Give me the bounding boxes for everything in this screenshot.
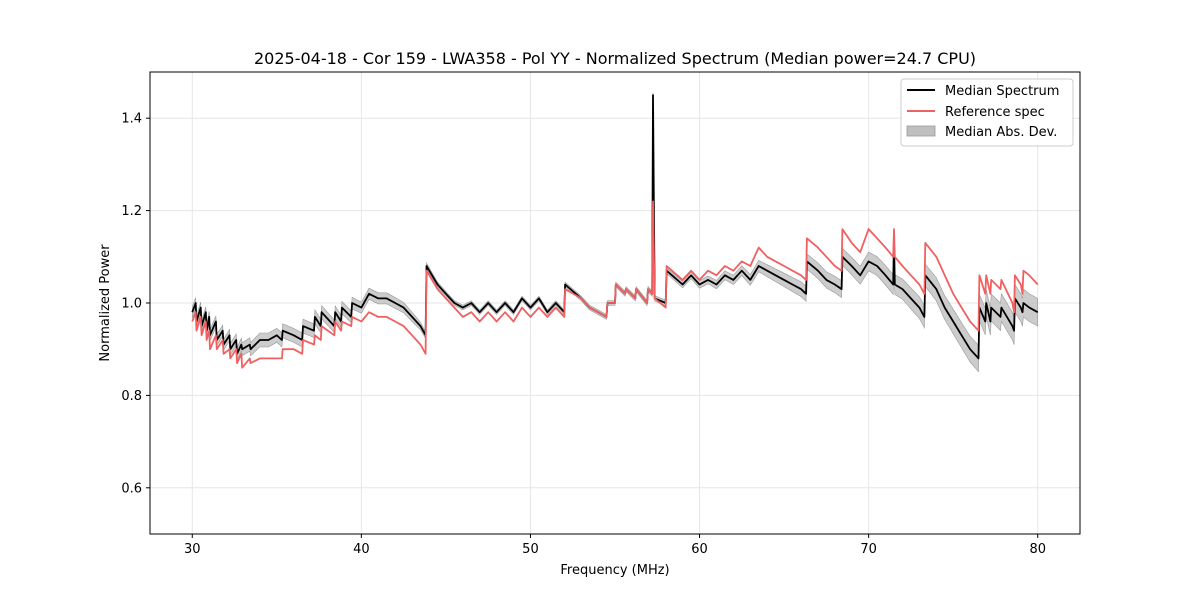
x-tick-label: 80 xyxy=(1029,542,1046,557)
x-tick-label: 60 xyxy=(691,542,708,557)
x-tick-label: 50 xyxy=(522,542,539,557)
legend: Median Spectrum Reference spec Median Ab… xyxy=(900,78,1074,147)
y-tick-label: 0.6 xyxy=(121,481,142,496)
x-axis-ticks: 30 40 50 60 70 80 xyxy=(184,534,1046,557)
x-tick-label: 70 xyxy=(860,542,877,557)
legend-mad-swatch xyxy=(906,125,936,137)
y-axis-label: Normalized Power xyxy=(98,244,113,362)
x-axis-label: Frequency (MHz) xyxy=(560,563,669,578)
legend-box xyxy=(900,78,1074,147)
y-tick-label: 0.8 xyxy=(121,389,142,404)
chart-title: 2025-04-18 - Cor 159 - LWA358 - Pol YY -… xyxy=(254,49,976,68)
legend-reference-label: Reference spec xyxy=(945,105,1045,120)
y-tick-label: 1.4 xyxy=(121,112,142,127)
x-tick-label: 30 xyxy=(184,542,201,557)
y-tick-label: 1.2 xyxy=(121,204,142,219)
y-tick-label: 1.0 xyxy=(121,297,142,312)
y-axis-ticks: 0.6 0.8 1.0 1.2 1.4 xyxy=(121,112,150,496)
series-lines xyxy=(191,94,1039,369)
reference-spec-line xyxy=(191,200,1039,369)
legend-median-label: Median Spectrum xyxy=(945,84,1059,99)
x-tick-label: 40 xyxy=(353,542,370,557)
legend-mad-label: Median Abs. Dev. xyxy=(945,125,1057,140)
